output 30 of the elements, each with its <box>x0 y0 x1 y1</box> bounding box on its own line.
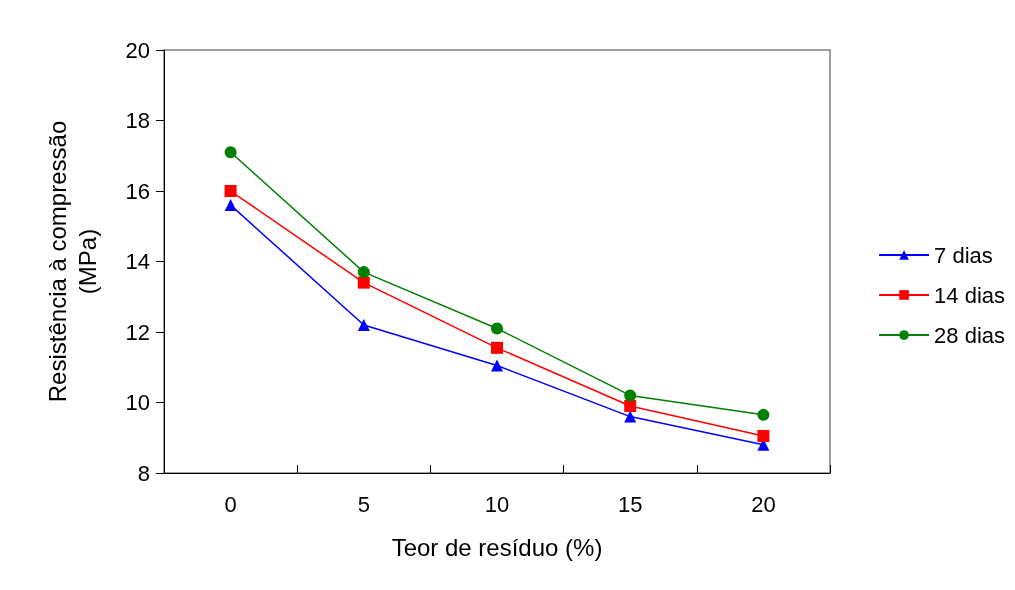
point <box>357 318 370 331</box>
y-tick-label: 18 <box>125 108 150 133</box>
point <box>757 429 770 442</box>
legend-label: 14 dias <box>934 282 1006 308</box>
y-tick-label: 20 <box>125 37 150 63</box>
point <box>491 322 503 335</box>
y-tick-label: 12 <box>125 319 150 345</box>
point <box>357 266 370 279</box>
y-tick-label: 14 <box>125 249 150 274</box>
y-tick-label: 10 <box>125 390 150 415</box>
x-tick-label: 15 <box>617 491 643 517</box>
y-tick-label: 16 <box>125 178 150 204</box>
y-tick-label: 8 <box>137 460 150 486</box>
x-axis-title: Teor de resíduo (%) <box>391 533 603 561</box>
x-tick-label: 5 <box>357 491 370 517</box>
point <box>624 389 637 402</box>
x-tick-label: 20 <box>751 491 776 517</box>
point <box>491 359 503 372</box>
point <box>224 146 237 159</box>
y-axis-title: Resistência à compressão (MPa) <box>43 120 101 403</box>
point <box>224 185 237 197</box>
point <box>491 341 503 354</box>
x-tick-label: 10 <box>484 491 510 517</box>
legend-label: 28 dias <box>934 322 1006 348</box>
x-tick-label: 0 <box>224 491 237 517</box>
point <box>757 408 770 421</box>
point <box>357 276 370 289</box>
point <box>224 199 237 212</box>
point <box>624 400 637 413</box>
legend-label: 7 dias <box>934 242 993 268</box>
